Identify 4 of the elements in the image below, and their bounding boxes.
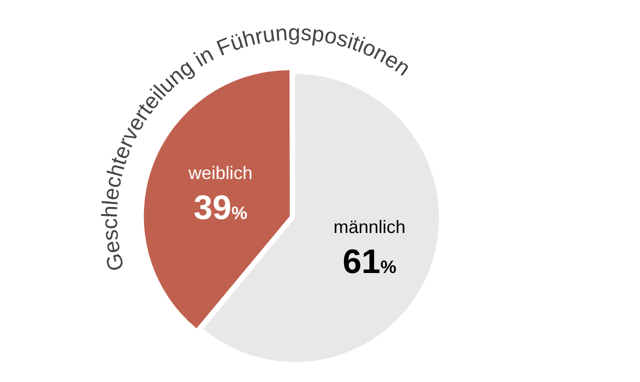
slice-label: weiblich <box>187 163 252 184</box>
data-label: 39% <box>194 189 248 228</box>
data-label: 61% <box>342 242 396 281</box>
slice-label: männlich <box>333 216 406 237</box>
